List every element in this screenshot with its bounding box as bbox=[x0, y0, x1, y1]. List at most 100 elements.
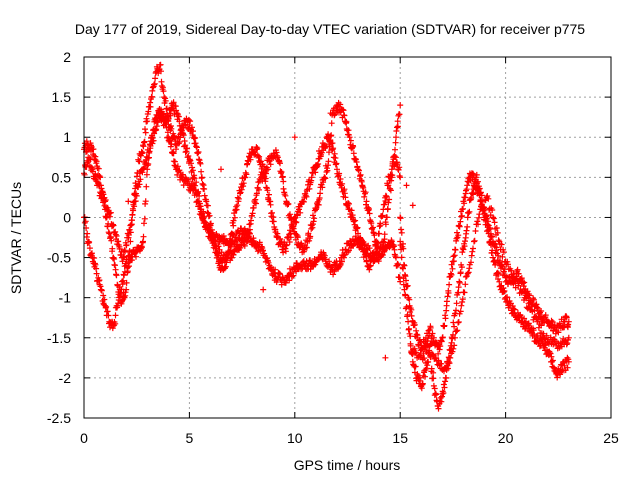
data-point-interp bbox=[550, 341, 557, 348]
data-point-interp bbox=[417, 377, 424, 384]
data-point-interp bbox=[358, 178, 365, 185]
data-point-interp bbox=[226, 242, 233, 249]
data-point-interp bbox=[333, 160, 340, 167]
data-point-interp bbox=[154, 119, 161, 126]
data-point-interp bbox=[445, 365, 451, 372]
data-point-interp bbox=[555, 329, 562, 336]
x-tick-label: 25 bbox=[603, 430, 619, 446]
data-point-interp bbox=[328, 120, 335, 127]
data-point-interp bbox=[388, 177, 395, 184]
data-point-interp bbox=[398, 229, 405, 236]
data-point-interp bbox=[162, 97, 169, 104]
data-point bbox=[565, 318, 572, 325]
data-point-interp bbox=[476, 211, 483, 218]
data-point-interp bbox=[407, 340, 414, 347]
data-point-interp bbox=[243, 171, 250, 178]
data-point-interp bbox=[286, 239, 293, 245]
data-point-interp bbox=[429, 351, 436, 358]
y-tick-label: 0.5 bbox=[52, 169, 72, 185]
data-point-interp bbox=[395, 261, 402, 268]
data-point-interp bbox=[525, 320, 532, 327]
data-point-interp bbox=[290, 272, 297, 279]
data-point-interp bbox=[495, 237, 502, 244]
data-point-interp bbox=[181, 138, 188, 144]
data-point-interp bbox=[362, 189, 369, 196]
data-point-interp bbox=[141, 220, 147, 227]
data-point-interp bbox=[565, 336, 571, 343]
data-point-interp bbox=[253, 144, 260, 151]
data-point-interp bbox=[89, 164, 95, 171]
y-axis-label: SDTVAR / TECUs bbox=[8, 182, 24, 294]
data-point-interp bbox=[189, 164, 196, 171]
data-point-interp bbox=[179, 171, 186, 178]
data-point-interp bbox=[441, 384, 448, 391]
data-point-interp bbox=[289, 273, 296, 280]
data-point-interp bbox=[274, 230, 281, 237]
data-point-interp bbox=[361, 241, 368, 247]
data-point-interp bbox=[138, 244, 145, 251]
data-point-interp bbox=[489, 233, 495, 240]
data-point-interp bbox=[114, 304, 121, 311]
data-point-interp bbox=[377, 222, 384, 229]
data-point-interp bbox=[407, 333, 414, 340]
data-point-interp bbox=[449, 265, 456, 272]
data-point-interp bbox=[158, 83, 165, 89]
data-point-interp bbox=[500, 249, 507, 256]
data-point-interp bbox=[368, 220, 375, 227]
data-point-interp bbox=[475, 178, 481, 185]
data-point-interp bbox=[509, 309, 516, 316]
data-point-interp bbox=[92, 157, 99, 164]
data-point-interp bbox=[458, 213, 465, 220]
data-point-interp bbox=[442, 315, 449, 322]
data-point-interp bbox=[112, 228, 119, 235]
data-point-interp bbox=[121, 253, 128, 260]
data-point-interp bbox=[253, 192, 260, 199]
data-point-interp bbox=[319, 140, 326, 147]
data-point-interp bbox=[425, 349, 432, 356]
data-point-interp bbox=[408, 312, 415, 319]
data-point bbox=[393, 134, 399, 141]
data-point-interp bbox=[194, 189, 201, 196]
data-point-interp bbox=[207, 220, 214, 227]
data-point-interp bbox=[446, 281, 453, 288]
data-point-interp bbox=[439, 334, 446, 341]
data-point-interp bbox=[384, 205, 391, 212]
data-point-interp bbox=[104, 204, 111, 211]
data-point-interp bbox=[543, 332, 550, 339]
data-point-interp bbox=[319, 184, 326, 191]
data-point-interp bbox=[460, 205, 466, 212]
data-point-interp bbox=[453, 307, 459, 314]
data-point-interp bbox=[398, 226, 405, 233]
data-point-interp bbox=[464, 223, 471, 230]
y-tick-label: -2 bbox=[59, 370, 72, 386]
data-point-interp bbox=[86, 245, 93, 252]
data-point-interp bbox=[358, 241, 365, 248]
data-point-interp bbox=[173, 146, 179, 153]
data-point-interp bbox=[450, 345, 457, 352]
data-point-interp bbox=[494, 229, 501, 236]
data-point-interp bbox=[493, 244, 500, 251]
data-point-interp bbox=[168, 125, 175, 132]
data-point-interp bbox=[111, 256, 118, 262]
data-point-interp bbox=[336, 170, 343, 177]
data-point-interp bbox=[152, 75, 159, 82]
data-point-interp bbox=[392, 253, 399, 260]
data-point-interp bbox=[109, 325, 116, 332]
data-point-interp bbox=[143, 115, 150, 122]
data-point-interp bbox=[285, 201, 292, 207]
data-point-interp bbox=[548, 353, 555, 360]
data-point-interp bbox=[196, 200, 203, 207]
data-point-interp bbox=[337, 176, 344, 182]
data-point-interp bbox=[129, 217, 135, 224]
data-point-interp bbox=[305, 230, 312, 237]
data-point-interp bbox=[505, 304, 512, 311]
data-point-interp bbox=[91, 152, 97, 159]
data-point-interp bbox=[234, 202, 241, 209]
data-point-interp bbox=[535, 316, 541, 323]
data-point-interp bbox=[370, 249, 377, 256]
data-point bbox=[106, 230, 113, 237]
data-point-interp bbox=[231, 210, 238, 217]
data-point-interp bbox=[92, 170, 99, 177]
data-point-interp bbox=[425, 358, 432, 365]
data-point-interp bbox=[294, 234, 301, 241]
